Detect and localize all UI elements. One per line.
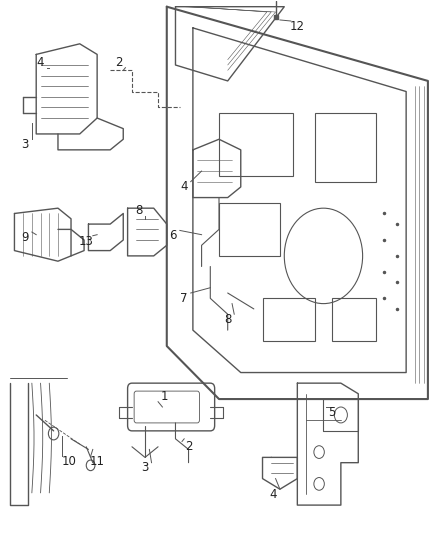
Text: 4: 4 [37,56,44,69]
Bar [219,113,293,176]
Text: 11: 11 [90,455,105,468]
Bar [262,298,315,341]
Text: 12: 12 [290,20,305,33]
Bar [332,298,376,341]
Bar [315,113,376,182]
Bar [219,203,280,256]
Text: 3: 3 [21,138,29,151]
Text: 2: 2 [115,56,123,69]
Text: 13: 13 [79,235,94,247]
Text: 2: 2 [185,440,192,453]
Text: 4: 4 [270,488,277,501]
Text: 4: 4 [180,181,188,193]
Text: 5: 5 [328,406,336,419]
Text: 1: 1 [161,390,168,403]
Text: 7: 7 [180,292,188,305]
Text: 8: 8 [135,204,142,217]
Text: 10: 10 [61,455,76,468]
Text: 8: 8 [224,313,231,326]
Text: 9: 9 [21,231,29,244]
Text: 3: 3 [141,462,148,474]
Text: 6: 6 [170,229,177,242]
